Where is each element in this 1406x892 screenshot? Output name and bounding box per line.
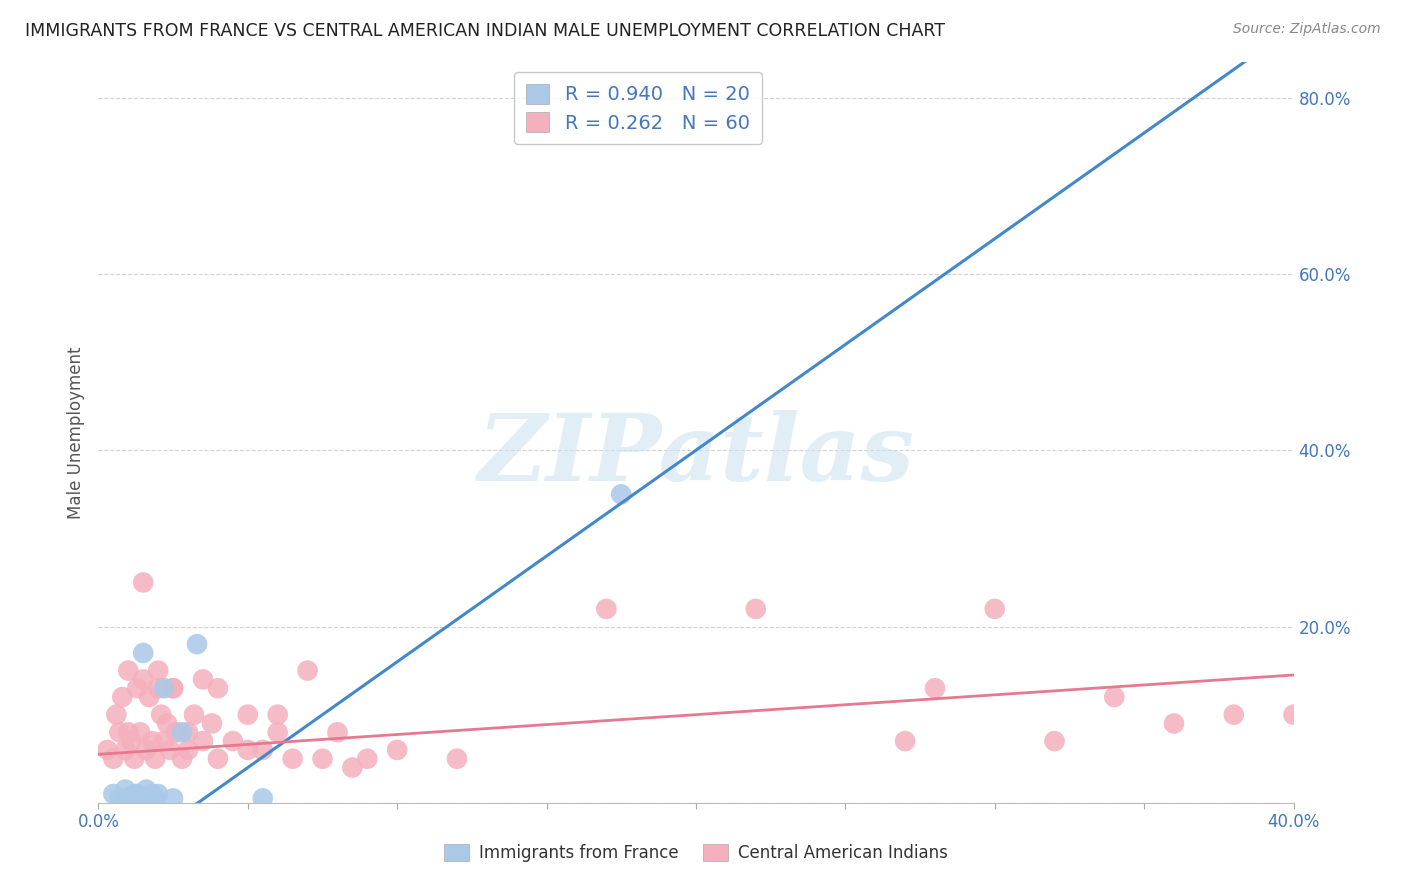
Point (162, 681, 184, 696)
Point (984, 602, 1007, 616)
Point (114, 782, 136, 797)
Point (267, 707, 290, 722)
Point (135, 782, 157, 797)
Point (141, 734, 163, 748)
Point (894, 734, 917, 748)
Point (103, 787, 125, 801)
Point (1104, 690, 1126, 704)
Point (177, 725, 200, 739)
Point (1043, 734, 1066, 748)
Point (105, 707, 128, 722)
Point (595, 602, 617, 616)
Point (132, 673, 155, 687)
Point (207, 681, 229, 696)
Y-axis label: Male Unemployment: Male Unemployment (66, 346, 84, 519)
Point (127, 681, 149, 696)
Point (1282, 707, 1305, 722)
Point (153, 734, 176, 748)
Point (165, 725, 187, 739)
Point (252, 743, 274, 757)
Text: ZIPatlas: ZIPatlas (478, 409, 914, 500)
Point (148, 664, 170, 678)
Point (1223, 707, 1246, 722)
Point (172, 725, 194, 739)
Point (162, 791, 184, 805)
Point (201, 716, 224, 731)
Point (297, 664, 319, 678)
Point (129, 725, 152, 739)
Point (183, 707, 205, 722)
Point (114, 743, 136, 757)
Point (150, 707, 173, 722)
Point (159, 743, 181, 757)
Point (610, 487, 633, 501)
Text: Source: ZipAtlas.com: Source: ZipAtlas.com (1233, 22, 1381, 37)
Point (311, 752, 333, 766)
Point (236, 707, 259, 722)
Point (177, 743, 200, 757)
Point (132, 646, 155, 660)
Point (385, 743, 409, 757)
Point (141, 787, 163, 801)
Point (446, 752, 468, 766)
Point (924, 681, 946, 696)
Point (148, 681, 170, 696)
Point (103, 752, 125, 766)
Point (236, 743, 259, 757)
Point (129, 791, 152, 805)
Point (96, 743, 118, 757)
Point (252, 791, 274, 805)
Point (127, 787, 149, 801)
Point (148, 787, 170, 801)
Point (108, 791, 131, 805)
Point (222, 734, 245, 748)
Legend: Immigrants from France, Central American Indians: Immigrants from France, Central American… (437, 837, 955, 869)
Point (143, 791, 166, 805)
Point (135, 743, 157, 757)
Point (162, 681, 184, 696)
Point (138, 791, 160, 805)
Point (1163, 716, 1185, 731)
Point (124, 752, 146, 766)
Point (281, 752, 304, 766)
Point (108, 725, 131, 739)
Point (172, 752, 194, 766)
Point (356, 752, 378, 766)
Point (120, 789, 142, 803)
Point (186, 637, 208, 651)
Point (143, 752, 166, 766)
Point (120, 734, 142, 748)
Point (156, 716, 179, 731)
Point (117, 791, 139, 805)
Point (138, 690, 160, 704)
Text: IMMIGRANTS FROM FRANCE VS CENTRAL AMERICAN INDIAN MALE UNEMPLOYMENT CORRELATION : IMMIGRANTS FROM FRANCE VS CENTRAL AMERIC… (25, 22, 945, 40)
Point (326, 725, 349, 739)
Point (267, 725, 290, 739)
Point (207, 752, 229, 766)
Point (191, 734, 214, 748)
Point (117, 664, 139, 678)
Point (111, 690, 134, 704)
Point (745, 602, 768, 616)
Point (132, 575, 155, 590)
Point (117, 725, 139, 739)
Point (124, 787, 146, 801)
Point (191, 673, 214, 687)
Point (153, 681, 176, 696)
Point (342, 760, 364, 774)
